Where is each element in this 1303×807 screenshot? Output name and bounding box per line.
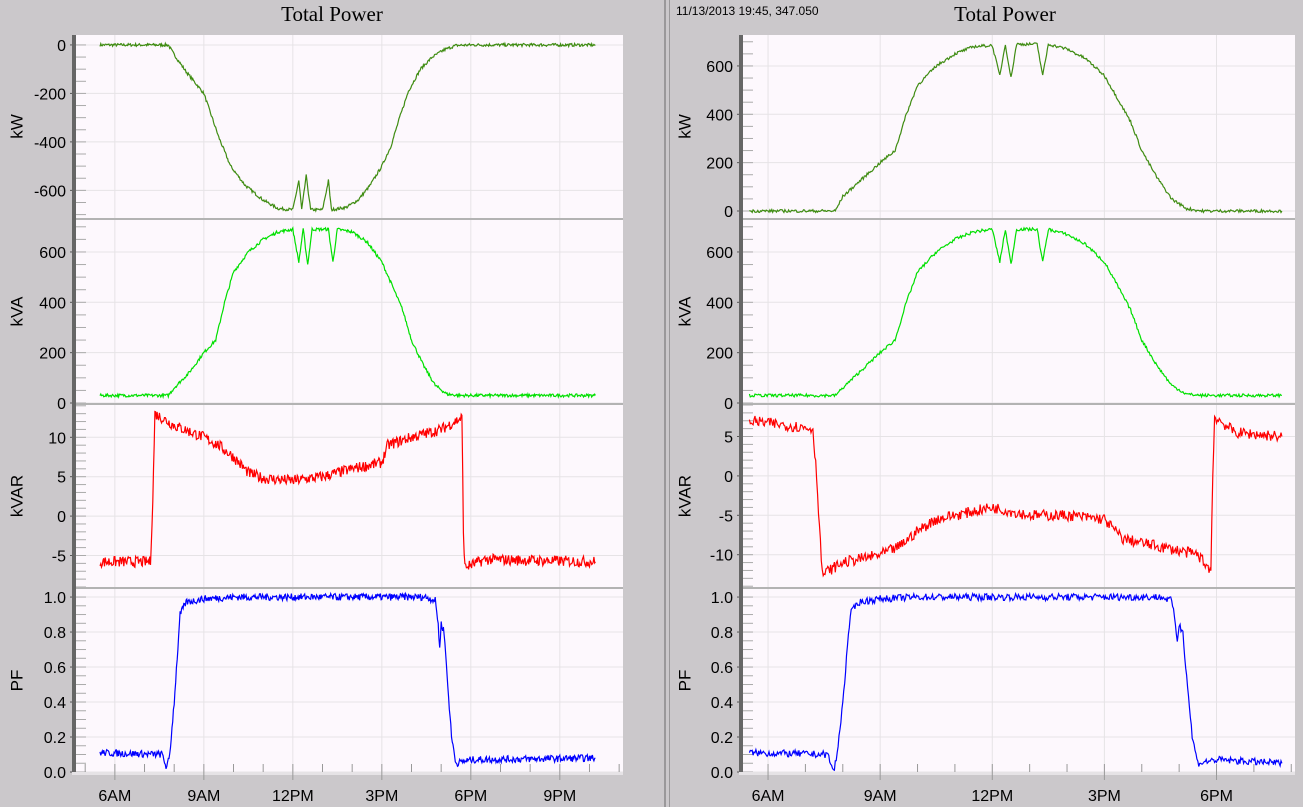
series-line-kvar (99, 410, 596, 570)
x-tick-label: 6AM (98, 788, 131, 805)
panel-kw: 600 400 200 0 kW (675, 35, 1295, 221)
panel-kva: 600 400 200 0 kVA (675, 220, 1295, 413)
y-tick-label: -5 (719, 508, 733, 525)
y-tick-label: 400 (39, 295, 66, 312)
x-tick-label: 6PM (1200, 788, 1233, 805)
plot-area (76, 220, 623, 403)
y-tick-label: 0.2 (711, 730, 733, 747)
y-tick-label: 0.2 (44, 730, 66, 747)
x-tick-label: 9AM (864, 788, 897, 805)
y-tick-label: 0.0 (44, 765, 66, 782)
y-tick-label: 0.8 (711, 625, 733, 642)
y-tick-label: 200 (706, 156, 733, 173)
plot-area (76, 405, 623, 587)
y-tick-label: -200 (34, 86, 66, 103)
y-axis-label: kVA (675, 296, 694, 327)
y-tick-label: 0.4 (711, 695, 733, 712)
y-tick-label: 600 (706, 245, 733, 262)
y-axis-label: PF (7, 670, 26, 692)
y-tick-label: 1.0 (44, 590, 66, 607)
y-tick-label: 600 (706, 59, 733, 76)
y-axis-label: kVAR (675, 475, 694, 517)
y-tick-label: -10 (710, 548, 733, 565)
panel-separator (743, 587, 1295, 590)
series-line-kw (749, 41, 1283, 214)
y-tick-label: -400 (34, 135, 66, 152)
series-line-pf (748, 591, 1283, 772)
y-axis-line (72, 35, 76, 772)
plot-area (76, 589, 623, 772)
y-tick-label: 10 (48, 430, 66, 447)
y-tick-label: -5 (52, 548, 66, 565)
y-axis-label: kW (7, 114, 26, 139)
chart-right: Total Power 11/13/2013 19:45, 347.050 600 4… (675, 2, 1295, 805)
panel-separator (743, 218, 1295, 221)
y-tick-label: 0 (57, 396, 66, 413)
plot-area (743, 220, 1295, 403)
panel-kvar: 10 5 0 -5 kVAR (7, 405, 623, 590)
x-tick-label: 3PM (1088, 788, 1121, 805)
series-line-kva (99, 226, 596, 400)
y-tick-label: 200 (39, 346, 66, 363)
y-axis-label: kW (675, 114, 694, 139)
y-tick-label: 600 (39, 245, 66, 262)
plot-area (76, 35, 623, 218)
series-line-kvar (748, 414, 1283, 578)
plot-area (743, 589, 1295, 772)
y-tick-label: 0 (57, 509, 66, 526)
x-tick-label: 12PM (272, 788, 314, 805)
x-tick-label: 6AM (752, 788, 785, 805)
x-tick-label: 12PM (971, 788, 1013, 805)
y-tick-label: 400 (706, 107, 733, 124)
y-axis-label: kVA (7, 296, 26, 327)
y-tick-label: 0.6 (44, 660, 66, 677)
x-tick-label: 9PM (543, 788, 576, 805)
y-tick-label: 0 (724, 396, 733, 413)
panel-separator (76, 587, 623, 590)
y-tick-label: 0.6 (711, 660, 733, 677)
chart-title: Total Power (281, 2, 383, 26)
chart-divider (664, 0, 666, 807)
chart-title: Total Power (954, 2, 1056, 26)
panel-kvar: 5 0 -5 -10 kVAR (675, 404, 1295, 590)
chart-left: Total Power 0 -200 -400 -600 kW 0 200 400 600 kVA 1… (7, 2, 623, 805)
y-axis-label: PF (675, 670, 694, 692)
panel-kw: 0 -200 -400 -600 kW (7, 35, 623, 221)
plot-area (743, 35, 1295, 218)
series-line-kva (748, 226, 1283, 399)
y-tick-label: 0.8 (44, 625, 66, 642)
x-tick-label: 6PM (454, 788, 487, 805)
x-tick-label: 3PM (365, 788, 398, 805)
y-tick-label: 1.0 (711, 590, 733, 607)
y-tick-label: 0 (724, 469, 733, 486)
y-axis-label: kVAR (7, 475, 26, 517)
y-axis-line (739, 35, 743, 772)
y-tick-label: 0.0 (711, 765, 733, 782)
y-tick-label: 400 (706, 295, 733, 312)
y-tick-label: 5 (724, 430, 733, 447)
y-tick-label: 5 (57, 470, 66, 487)
y-tick-label: 0 (724, 204, 733, 221)
y-tick-label: -600 (34, 183, 66, 200)
panel-pf: 1.0 0.8 0.6 0.4 0.2 0.0 PF (675, 589, 1295, 782)
cursor-readout: 11/13/2013 19:45, 347.050 (676, 4, 819, 18)
y-tick-label: 200 (706, 346, 733, 363)
panel-separator (743, 403, 1295, 406)
series-line-pf (99, 591, 596, 769)
panel-pf: 1.0 0.8 0.6 0.4 0.2 0.0 PF (7, 589, 623, 782)
y-tick-label: 0.4 (44, 695, 66, 712)
y-tick-label: 0 (57, 38, 66, 55)
panel-kva: 0 200 400 600 kVA (7, 220, 623, 413)
panel-separator (76, 218, 623, 221)
chart-divider (669, 0, 670, 807)
panel-separator (76, 403, 623, 406)
x-axis-line (739, 772, 1295, 775)
x-axis-line (72, 772, 623, 775)
series-line-kw (99, 41, 596, 213)
x-tick-label: 9AM (187, 788, 220, 805)
